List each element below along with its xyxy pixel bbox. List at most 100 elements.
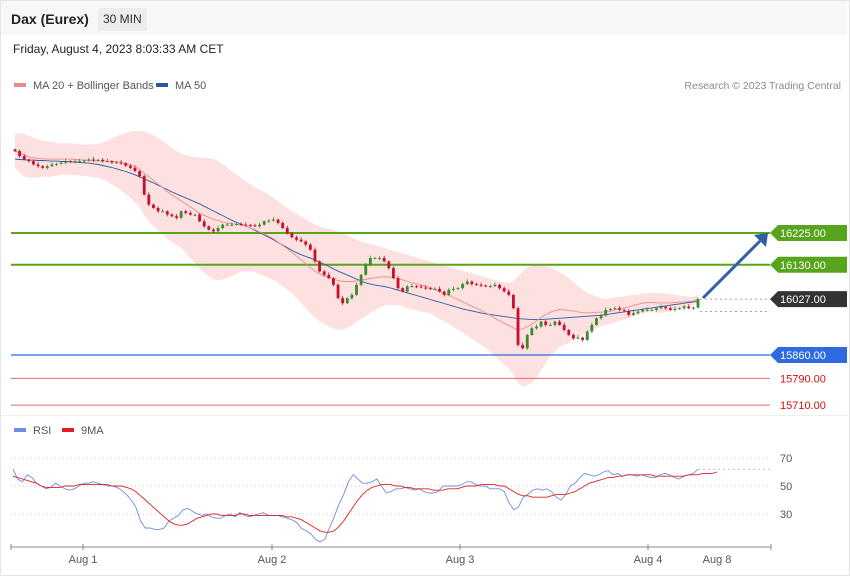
candle-body-136 [641, 309, 645, 312]
candle-body-20 [105, 161, 109, 163]
candle-body-101 [479, 284, 483, 286]
candle-body-9 [55, 163, 58, 165]
candle-body-98 [465, 281, 469, 285]
candle-body-117 [553, 321, 557, 325]
candle-body-21 [110, 161, 114, 163]
candle-body-40 [198, 214, 202, 222]
candle-body-41 [202, 221, 206, 227]
ma50-swatch [156, 83, 168, 88]
candle-body-143 [673, 308, 677, 310]
candle-body-19 [101, 159, 105, 162]
candle-body-29 [147, 194, 151, 205]
x-tick-label-0: Aug 1 [69, 554, 98, 566]
candle-body-85 [405, 286, 409, 292]
candle-body-1 [18, 151, 22, 157]
candle-body-134 [631, 313, 635, 315]
candle-body-106 [502, 288, 506, 292]
candle-body-119 [562, 324, 566, 330]
candle-body-26 [133, 167, 137, 172]
candle-body-6 [41, 166, 45, 168]
candle-body-74 [355, 284, 358, 295]
candle-body-81 [387, 261, 391, 269]
candle-body-78 [373, 258, 377, 260]
candle-body-5 [36, 164, 40, 167]
legend-ma50: MA 50 [156, 80, 206, 92]
candle-body-112 [530, 328, 534, 335]
candle-body-67 [322, 271, 326, 275]
level-label-2: 16027.00 [780, 294, 826, 306]
x-tick-label-3: Aug 4 [634, 554, 663, 566]
candle-body-63 [304, 241, 308, 245]
candle-body-15 [82, 160, 86, 162]
candle-body-83 [396, 278, 400, 289]
candle-body-76 [364, 264, 368, 275]
candle-body-140 [659, 306, 663, 309]
candle-body-0 [13, 149, 17, 152]
candle-body-71 [341, 298, 345, 304]
rsi-ma-swatch [62, 428, 74, 433]
candle-body-114 [539, 321, 543, 327]
candle-body-33 [165, 211, 169, 215]
candle-body-147 [691, 307, 695, 309]
candle-body-69 [332, 278, 335, 285]
candle-body-64 [308, 244, 312, 250]
candle-body-53 [258, 224, 262, 227]
candle-body-144 [678, 308, 681, 310]
candle-body-95 [451, 288, 455, 290]
candle-body-62 [299, 239, 303, 242]
x-tick-label-4: Aug 8 [703, 554, 732, 566]
level-tag-2 [770, 291, 847, 308]
candle-body-103 [488, 286, 492, 288]
candle-body-11 [64, 161, 68, 163]
candle-body-54 [262, 221, 266, 225]
candle-body-90 [428, 288, 432, 290]
candle-body-12 [68, 161, 72, 163]
rsi-level-label-2: 30 [780, 509, 792, 521]
candle-body-72 [345, 298, 349, 304]
candle-body-2 [22, 156, 26, 160]
candle-body-113 [535, 326, 538, 329]
candle-body-133 [627, 310, 631, 315]
candle-body-66 [318, 261, 322, 272]
candle-body-14 [78, 161, 82, 163]
rsi-level-label-1: 50 [780, 481, 792, 493]
candle-body-68 [327, 274, 331, 279]
candle-body-100 [475, 284, 478, 286]
candle-body-146 [687, 306, 691, 309]
candle-body-125 [590, 324, 594, 332]
candle-body-118 [558, 321, 561, 325]
candle-body-47 [230, 224, 234, 226]
ma20-line [14, 150, 699, 331]
forecast-arrow-shaft [701, 239, 762, 300]
candle-body-44 [216, 227, 220, 232]
candle-body-45 [221, 224, 225, 228]
ma50-label: MA 50 [175, 80, 207, 92]
rsi-ma-label: 9MA [81, 425, 104, 437]
candle-body-104 [493, 284, 497, 287]
candle-body-38 [188, 212, 192, 215]
candle-body-24 [124, 163, 128, 166]
candle-body-77 [368, 258, 372, 265]
candle-body-48 [235, 223, 238, 225]
bollinger-band [15, 131, 698, 387]
timeframe-button[interactable]: 30 MIN [98, 8, 147, 31]
rsi-line [12, 468, 699, 543]
candle-body-120 [567, 329, 571, 335]
x-tick-label-2: Aug 3 [446, 554, 475, 566]
candle-body-27 [138, 171, 142, 177]
candle-body-51 [248, 224, 252, 226]
ma20-label: MA 20 + Bollinger Bands [33, 80, 154, 92]
rsi-label: RSI [33, 425, 52, 437]
ma20-swatch [14, 83, 26, 88]
rsi-ma-line [12, 471, 718, 533]
candle-body-141 [664, 306, 668, 309]
candle-body-87 [415, 286, 418, 288]
candle-body-13 [73, 161, 77, 163]
candle-body-108 [511, 294, 515, 309]
candle-body-115 [544, 321, 548, 325]
ma50-line [14, 158, 699, 321]
credit-text: Research © 2023 Trading Central [684, 80, 841, 92]
candle-body-34 [170, 214, 174, 217]
level-label-0: 16225.00 [780, 228, 826, 240]
candle-body-46 [225, 224, 229, 226]
